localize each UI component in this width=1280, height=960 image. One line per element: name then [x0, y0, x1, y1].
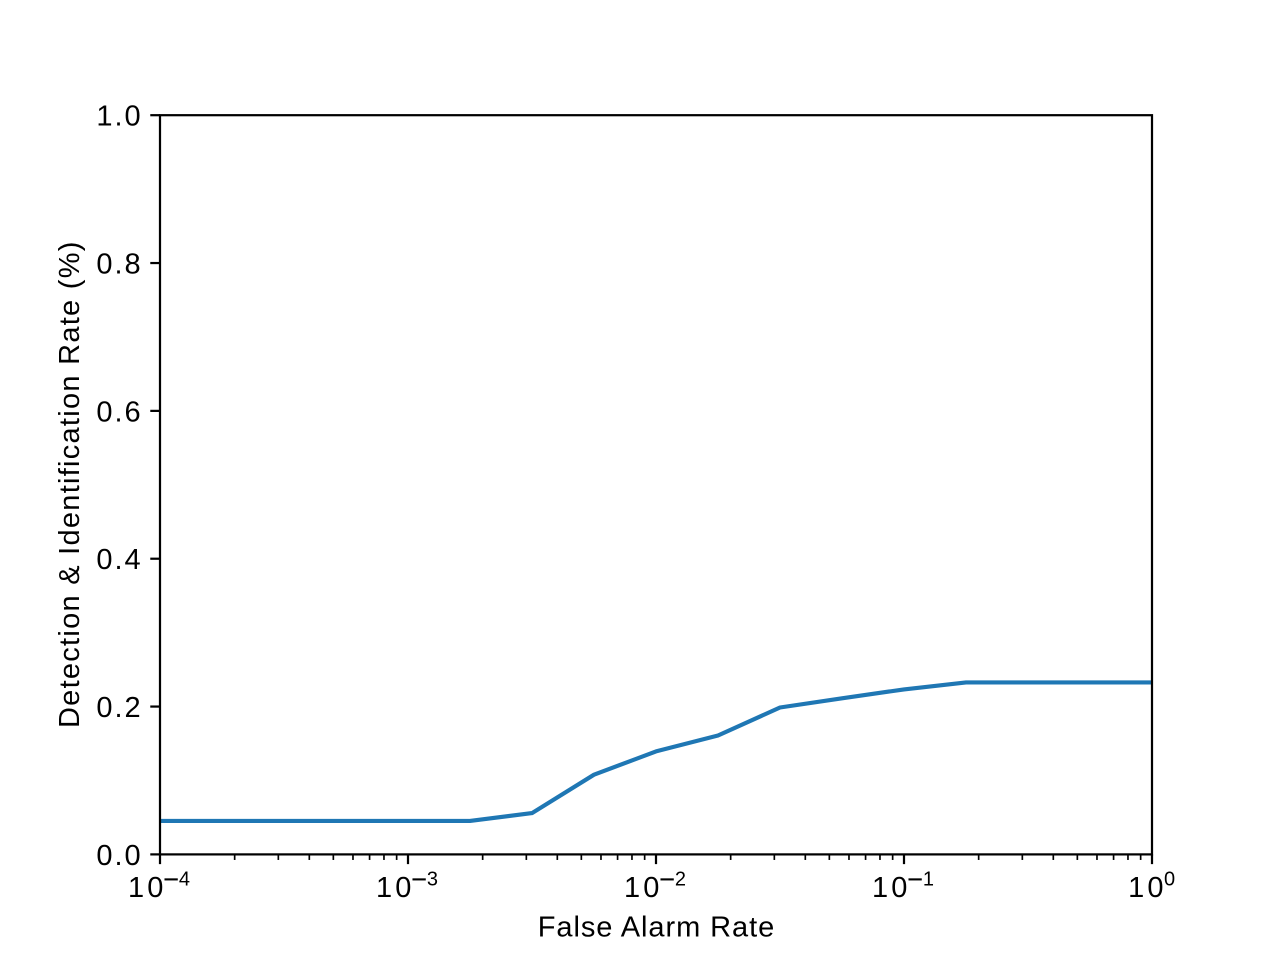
svg-text:0.6: 0.6: [96, 396, 140, 428]
svg-text:0.8: 0.8: [96, 248, 140, 280]
svg-text:0.4: 0.4: [96, 544, 140, 576]
svg-text:False Alarm Rate: False Alarm Rate: [538, 912, 774, 944]
svg-text:Detection & Identification Rat: Detection & Identification Rate (%): [54, 242, 86, 729]
svg-text:0: 0: [1164, 869, 1175, 891]
svg-text:1: 1: [923, 869, 934, 891]
svg-text:3: 3: [427, 869, 438, 891]
svg-text:4: 4: [179, 869, 190, 891]
svg-text:0.2: 0.2: [96, 692, 140, 724]
svg-text:2: 2: [675, 869, 686, 891]
svg-text:0.0: 0.0: [96, 840, 140, 872]
svg-text:1.0: 1.0: [96, 101, 140, 133]
